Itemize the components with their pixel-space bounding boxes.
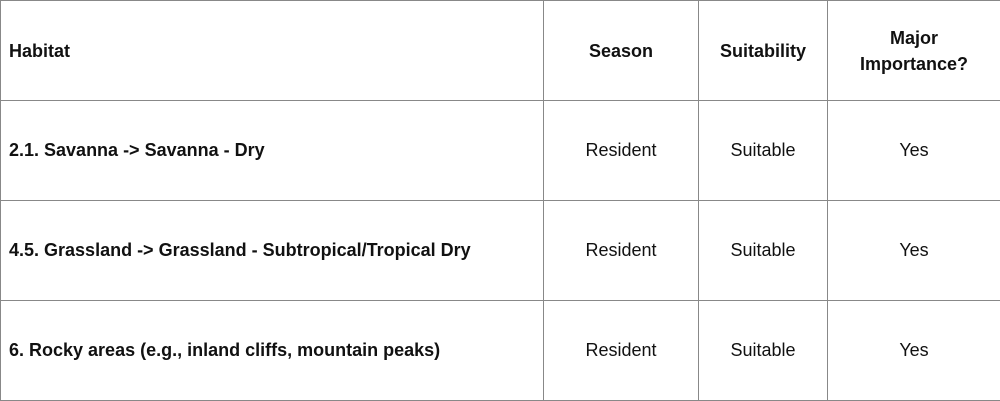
- season-cell: Resident: [544, 301, 699, 401]
- header-row: Habitat Season Suitability Major Importa…: [1, 1, 1000, 101]
- suitability-cell: Suitable: [699, 301, 828, 401]
- major-importance-cell: Yes: [828, 301, 1000, 401]
- header-habitat: Habitat: [1, 1, 544, 101]
- season-cell: Resident: [544, 101, 699, 201]
- header-major-importance: Major Importance?: [828, 1, 1000, 101]
- major-importance-cell: Yes: [828, 201, 1000, 301]
- major-importance-cell: Yes: [828, 101, 1000, 201]
- habitat-cell: 2.1. Savanna -> Savanna - Dry: [1, 101, 544, 201]
- table-row: 4.5. Grassland -> Grassland - Subtropica…: [1, 201, 1000, 301]
- season-cell: Resident: [544, 201, 699, 301]
- habitat-cell: 6. Rocky areas (e.g., inland cliffs, mou…: [1, 301, 544, 401]
- habitat-cell: 4.5. Grassland -> Grassland - Subtropica…: [1, 201, 544, 301]
- header-season: Season: [544, 1, 699, 101]
- table-row: 2.1. Savanna -> Savanna - Dry Resident S…: [1, 101, 1000, 201]
- suitability-cell: Suitable: [699, 101, 828, 201]
- suitability-cell: Suitable: [699, 201, 828, 301]
- header-suitability: Suitability: [699, 1, 828, 101]
- table-row: 6. Rocky areas (e.g., inland cliffs, mou…: [1, 301, 1000, 401]
